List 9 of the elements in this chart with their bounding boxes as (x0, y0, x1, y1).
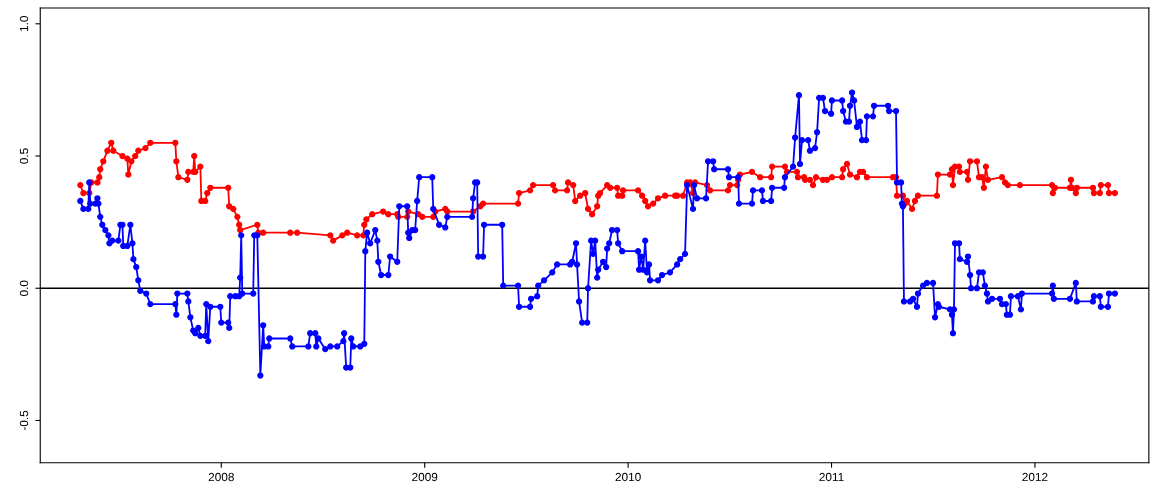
x-tick-label: 2008 (208, 472, 234, 482)
y-tick-label: 0.5 (19, 148, 29, 164)
y-tick-label: -0.5 (19, 410, 29, 431)
x-tick-label: 2010 (615, 472, 641, 482)
x-tick-label: 2012 (1022, 472, 1048, 482)
x-tick-label: 2011 (819, 472, 844, 482)
x-tick-label: 2009 (412, 472, 438, 482)
y-tick-label: 0.0 (19, 280, 29, 296)
y-tick-label: 1.0 (19, 16, 29, 32)
